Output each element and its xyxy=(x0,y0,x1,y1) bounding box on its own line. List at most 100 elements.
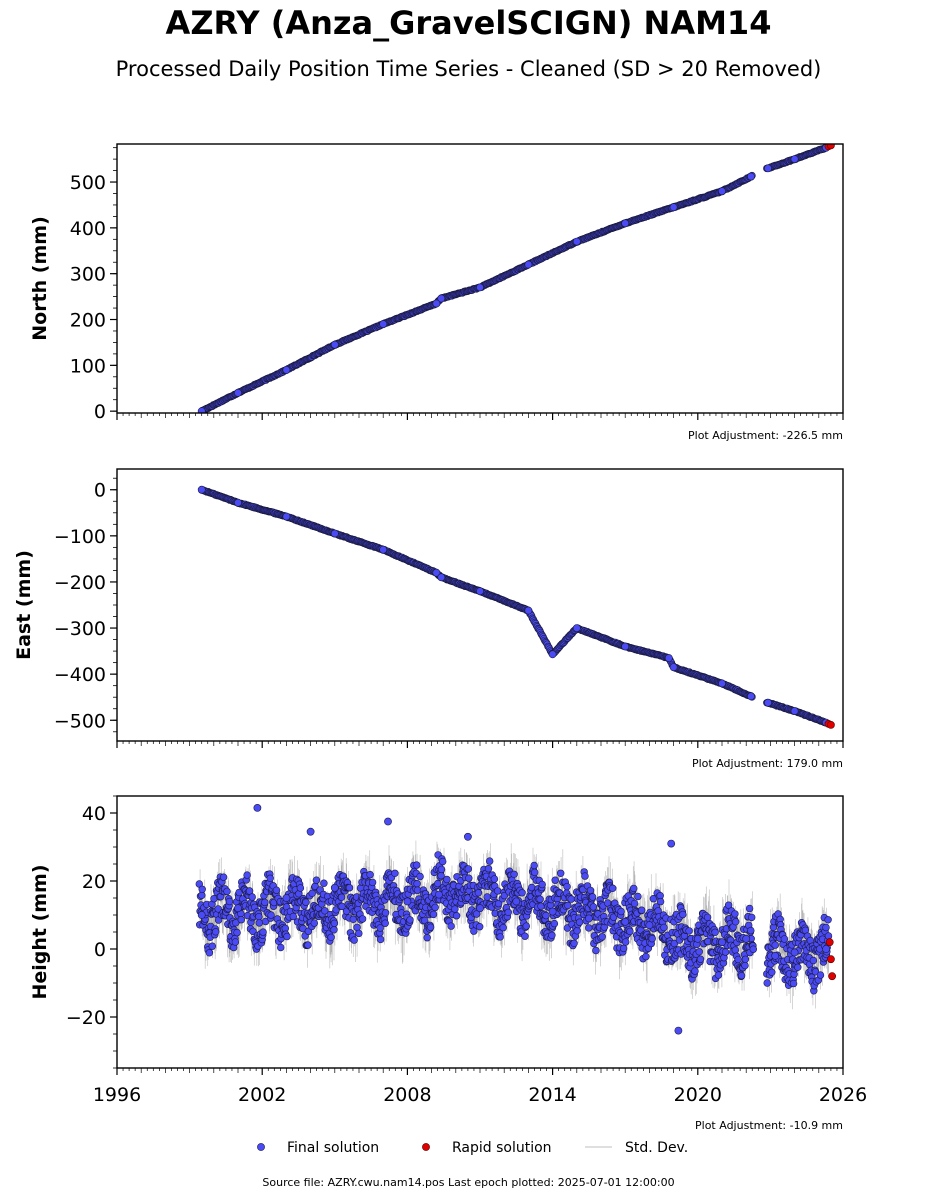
rapid-point xyxy=(828,972,836,981)
final-point xyxy=(741,955,750,963)
final-point xyxy=(626,927,634,936)
final-point xyxy=(669,203,678,212)
final-point xyxy=(431,903,439,912)
final-point xyxy=(259,928,267,936)
final-point xyxy=(306,827,315,836)
final-point xyxy=(621,642,630,651)
final-point xyxy=(522,922,530,930)
final-point xyxy=(556,869,565,877)
final-point xyxy=(413,861,421,869)
legend-rapid-marker xyxy=(422,1143,430,1151)
final-point xyxy=(406,916,414,924)
final-point xyxy=(432,568,441,577)
y-tick-label: −400 xyxy=(54,664,106,686)
y-tick-label: 0 xyxy=(94,480,106,502)
final-point xyxy=(413,879,421,888)
x-tick-label: 1996 xyxy=(93,1084,141,1106)
final-point xyxy=(434,890,443,899)
final-point xyxy=(416,872,424,881)
final-point xyxy=(794,963,802,971)
final-point xyxy=(721,948,730,956)
y-tick-label: −20 xyxy=(66,1007,106,1029)
final-point xyxy=(696,955,705,963)
final-point xyxy=(822,923,830,932)
final-point xyxy=(474,889,483,897)
final-point xyxy=(679,910,687,919)
final-point xyxy=(465,874,473,882)
final-point xyxy=(451,905,459,913)
panel-2-marks xyxy=(195,804,836,1035)
final-point xyxy=(789,979,798,988)
final-point xyxy=(548,931,556,939)
final-point xyxy=(261,917,270,926)
final-point xyxy=(282,365,291,374)
final-point xyxy=(330,340,339,349)
rapid-point xyxy=(827,144,835,150)
final-point xyxy=(237,915,246,924)
final-point xyxy=(693,934,702,943)
final-point xyxy=(443,875,451,884)
final-point xyxy=(550,919,559,928)
final-point xyxy=(621,917,630,926)
final-point xyxy=(437,871,445,880)
y-tick-label: −500 xyxy=(54,710,106,732)
final-point xyxy=(330,926,338,934)
rapid-point xyxy=(827,955,835,964)
y-tick-label: 200 xyxy=(70,310,106,332)
final-point xyxy=(763,979,771,987)
final-point xyxy=(476,283,484,292)
final-point xyxy=(296,884,305,892)
panel-1: 0 −100 −200 −300 −400 −500 East (mm) Plot Adjus… xyxy=(13,468,844,770)
final-point xyxy=(345,883,354,892)
final-point xyxy=(437,865,446,874)
legend-final-marker xyxy=(257,1143,265,1151)
final-point xyxy=(439,857,447,866)
panel-2: 40 20 0 −20 1996 2002 2008 2014 2020 2026 Height (… xyxy=(29,795,867,1132)
final-point xyxy=(691,967,699,975)
final-point xyxy=(512,897,521,906)
final-point xyxy=(585,924,593,932)
final-point xyxy=(564,901,572,910)
final-point xyxy=(656,897,665,906)
x-tick-label: 2014 xyxy=(528,1084,576,1106)
final-point xyxy=(737,971,746,980)
final-point xyxy=(272,886,281,894)
final-point xyxy=(790,155,799,163)
final-point xyxy=(563,882,571,891)
final-point xyxy=(764,698,772,707)
final-point xyxy=(548,650,557,659)
final-point xyxy=(809,956,818,965)
y-tick-label: 300 xyxy=(70,264,106,286)
final-point xyxy=(437,573,446,582)
final-point xyxy=(437,294,446,303)
page-subtitle: Processed Daily Position Time Series - C… xyxy=(115,57,822,81)
final-point xyxy=(645,921,654,930)
final-point xyxy=(749,945,757,953)
final-point xyxy=(742,934,751,943)
final-point xyxy=(634,892,642,901)
final-point xyxy=(771,941,779,949)
final-point xyxy=(426,923,435,931)
final-point xyxy=(660,923,668,932)
final-point xyxy=(381,919,389,927)
x-tick-label: 2026 xyxy=(819,1084,867,1106)
final-point xyxy=(261,898,269,907)
final-point xyxy=(530,861,538,870)
final-point xyxy=(452,911,461,920)
final-point xyxy=(223,887,231,896)
final-point xyxy=(490,875,499,883)
final-point xyxy=(267,911,275,919)
final-point xyxy=(483,893,491,901)
final-point xyxy=(208,942,217,950)
final-point xyxy=(581,872,589,880)
final-point xyxy=(330,919,339,927)
final-point xyxy=(734,955,742,964)
final-point xyxy=(608,884,617,892)
x-tick-label: 2008 xyxy=(383,1084,431,1106)
final-point xyxy=(745,904,754,913)
final-point xyxy=(790,707,799,715)
final-point xyxy=(570,939,578,947)
final-point xyxy=(530,868,539,877)
final-point xyxy=(747,913,756,922)
